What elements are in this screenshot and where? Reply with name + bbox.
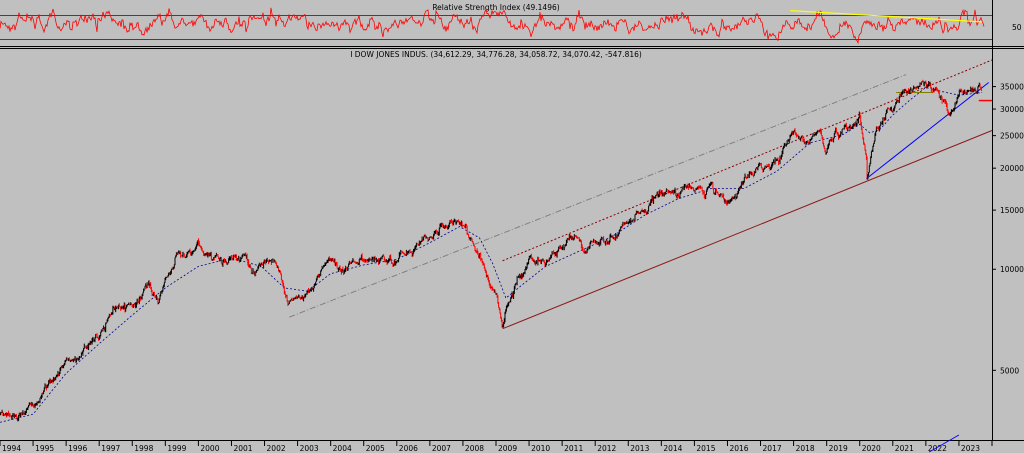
x-tick-label: 2020 — [862, 444, 881, 453]
rsi-tick-label: 50 — [1012, 23, 1022, 32]
x-tick-label: 1999 — [167, 444, 186, 453]
x-tick-label: 2001 — [233, 444, 252, 453]
trend-line — [928, 434, 960, 453]
x-tick-label: 2012 — [597, 444, 616, 453]
x-tick-label: 2016 — [729, 444, 748, 453]
trend-line — [866, 82, 990, 180]
x-tick-label: 1994 — [2, 444, 21, 453]
x-tick-label: 2007 — [432, 444, 451, 453]
trend-lines — [289, 59, 993, 453]
x-tick-label: 2014 — [663, 444, 682, 453]
y-tick-label: 5000 — [1000, 366, 1019, 375]
rsi-line — [0, 7, 985, 45]
x-tick-label: 2022 — [928, 444, 947, 453]
x-tick-label: 1998 — [134, 444, 153, 453]
x-tick-label: 1995 — [35, 444, 54, 453]
trend-line — [289, 74, 907, 318]
x-tick-label: 2000 — [200, 444, 219, 453]
y-tick-label: 30000 — [1000, 105, 1024, 114]
x-tick-label: 2021 — [895, 444, 914, 453]
x-tick-label: 2017 — [763, 444, 782, 453]
rsi-trendline — [790, 10, 983, 23]
moving-average-line — [0, 86, 983, 423]
x-tick-label: 1997 — [101, 444, 120, 453]
rsi-title: Relative Strength Index (49.1496) — [432, 3, 559, 12]
x-tick-label: 2006 — [399, 444, 418, 453]
time-axis: 1994 1995 1996 1997 1998 1999 2000 2001 2002 2003… — [0, 440, 993, 453]
x-tick-label: 2013 — [630, 444, 649, 453]
x-tick-label: 1996 — [68, 444, 87, 453]
moving-average — [0, 86, 983, 423]
price-axis: 5000 10000 15000 20000 25000 30000 35000 — [992, 83, 1024, 375]
y-tick-label: 15000 — [1000, 206, 1024, 215]
x-tick-label: 2009 — [498, 444, 517, 453]
rsi-trendline-segment — [790, 10, 983, 23]
x-tick-label: 2015 — [696, 444, 715, 453]
x-tick-label: 2002 — [267, 444, 286, 453]
x-tick-label: 2005 — [366, 444, 385, 453]
x-tick-label: 2010 — [531, 444, 550, 453]
y-tick-label: 20000 — [1000, 164, 1024, 173]
price-title: I DOW JONES INDUS. (34,612.29, 34,776.28… — [350, 50, 642, 59]
x-tick-label: 2011 — [564, 444, 583, 453]
x-tick-label: 2008 — [465, 444, 484, 453]
price-bars — [0, 79, 982, 422]
trend-line — [502, 130, 993, 330]
x-tick-label: 2003 — [300, 444, 319, 453]
x-tick-label: 2004 — [333, 444, 352, 453]
y-tick-label: 35000 — [1000, 83, 1024, 92]
x-tick-label: 2019 — [829, 444, 848, 453]
rsi-series — [0, 7, 985, 45]
x-tick-label: 2023 — [961, 444, 980, 453]
y-tick-label: 10000 — [1000, 265, 1024, 274]
y-tick-label: 25000 — [1000, 132, 1024, 141]
rsi-panel-background — [0, 0, 1024, 46]
x-tick-label: 2018 — [796, 444, 815, 453]
